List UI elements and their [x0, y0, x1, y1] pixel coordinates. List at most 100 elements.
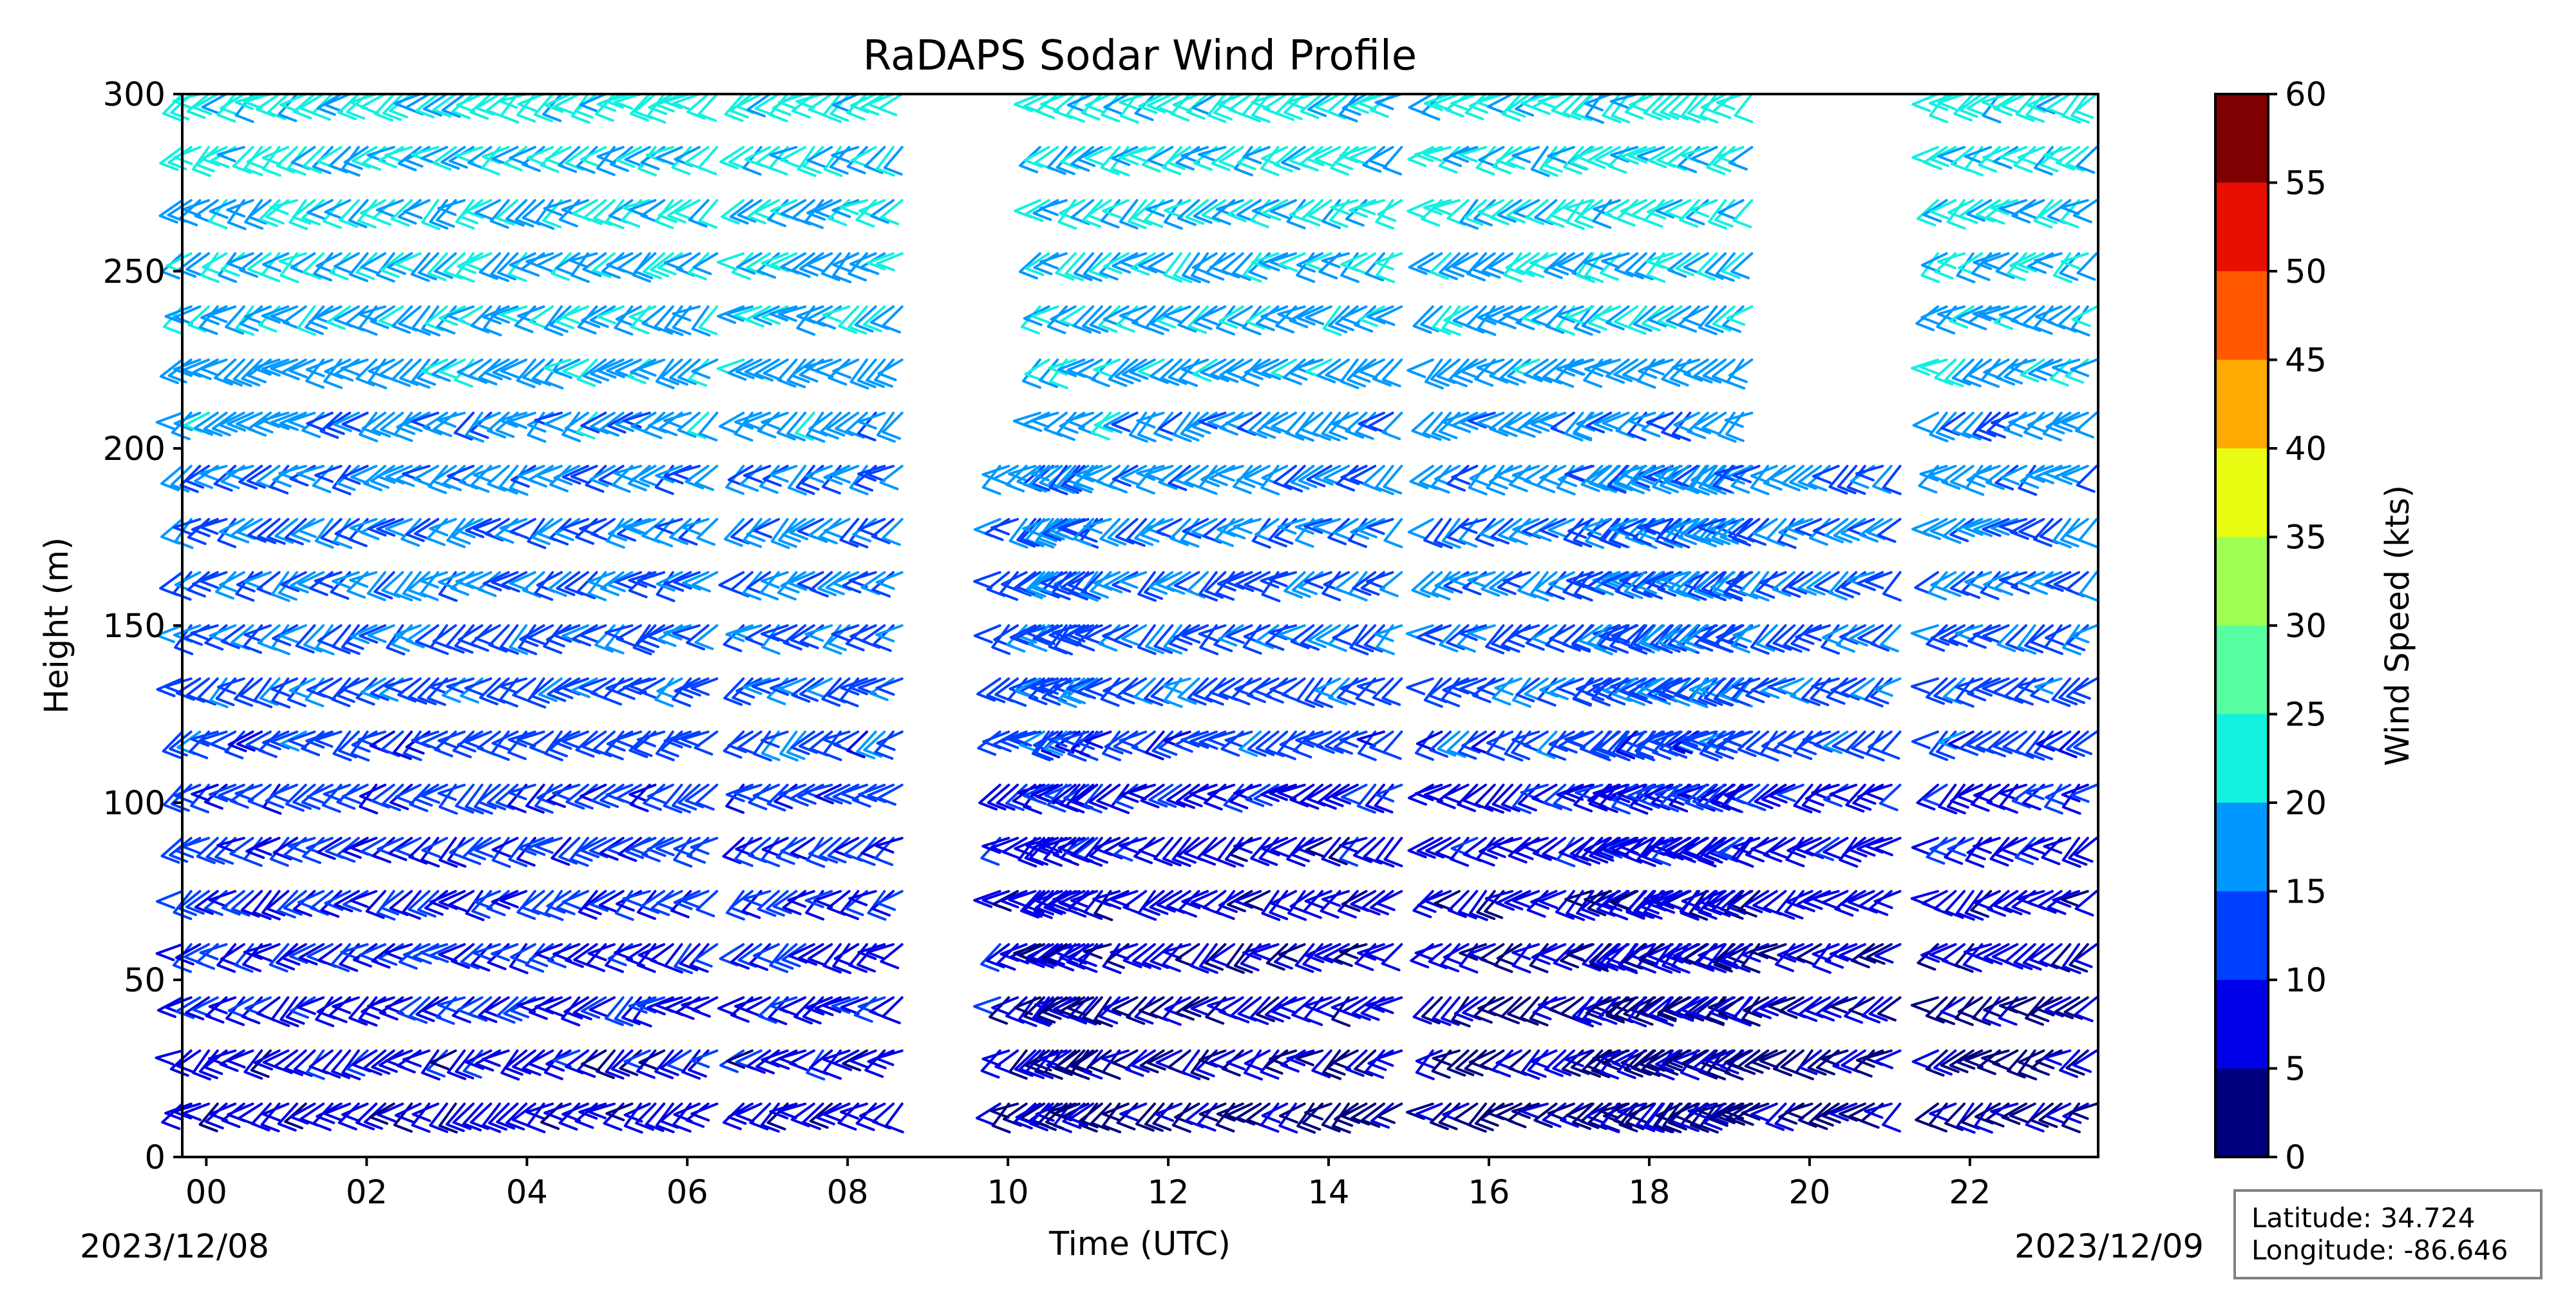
wind-barb: [393, 412, 413, 443]
wind-barb: [1950, 146, 1975, 172]
wind-barb: [1678, 518, 1701, 546]
wind-barb: [1014, 93, 1041, 112]
wind-barb: [1560, 996, 1584, 1022]
wind-barb: [791, 252, 815, 278]
wind-barb: [1539, 518, 1567, 539]
wind-barb: [734, 783, 762, 801]
wind-barb: [1377, 199, 1403, 222]
wind-barb: [498, 93, 527, 109]
wind-barb: [2018, 518, 2045, 540]
wind-barb: [755, 146, 781, 171]
wind-barb: [1736, 1049, 1761, 1075]
wind-barb: [1811, 677, 1840, 694]
wind-barb: [1374, 252, 1403, 271]
wind-barb: [1765, 624, 1787, 653]
wind-barb: [1188, 305, 1209, 334]
wind-barb: [1173, 624, 1200, 646]
wind-barb: [1255, 731, 1280, 756]
wind-barb: [1910, 996, 1939, 1013]
wind-barb: [1857, 943, 1884, 964]
wind-barb: [1953, 93, 1975, 122]
wind-barb: [1973, 518, 2001, 537]
wind-barb: [849, 677, 877, 696]
wind-barb: [1270, 890, 1297, 912]
wind-barb: [398, 305, 422, 332]
wind-barb: [611, 1049, 634, 1077]
wind-barb: [1645, 358, 1674, 376]
wind-barb: [1769, 837, 1796, 859]
wind-barb: [1008, 890, 1037, 908]
wind-barb: [766, 783, 789, 812]
wind-barb: [1020, 890, 1041, 919]
wind-barb: [980, 943, 1001, 972]
wind-barb: [832, 783, 860, 805]
wind-barb: [580, 146, 607, 167]
wind-barb: [1070, 146, 1095, 172]
wind-barb: [1153, 624, 1174, 655]
wind-barb: [1593, 305, 1621, 325]
wind-barb: [339, 943, 360, 972]
x-tick-label: 22: [1949, 1174, 1991, 1212]
wind-barb: [283, 1049, 307, 1076]
wind-barbs-layer: [155, 93, 2098, 1134]
wind-barb: [1136, 464, 1165, 481]
wind-barb: [737, 731, 762, 756]
wind-barb: [985, 943, 1010, 969]
wind-barb: [1166, 146, 1191, 170]
wind-barb: [1707, 571, 1727, 602]
wind-barb: [1586, 412, 1613, 434]
wind-barb: [592, 252, 616, 278]
wind-barb: [696, 890, 719, 917]
wind-barb: [415, 93, 440, 119]
wind-barb: [203, 412, 228, 437]
wind-barb: [1437, 731, 1461, 757]
wind-barb: [1496, 146, 1522, 169]
wind-barb: [1442, 677, 1470, 698]
wind-barb: [1450, 677, 1479, 694]
wind-barb: [1833, 518, 1858, 544]
wind-barb: [1815, 996, 1840, 1022]
y-tick-label: 250: [103, 253, 166, 291]
wind-barb: [1108, 358, 1130, 387]
wind-barb: [1964, 146, 1984, 177]
wind-barb: [533, 93, 554, 122]
wind-barb: [685, 783, 710, 808]
wind-barb: [562, 358, 589, 379]
wind-barb: [384, 996, 413, 1015]
wind-barb: [1699, 731, 1727, 750]
wind-barb: [1475, 837, 1496, 867]
wind-barb: [876, 412, 896, 443]
wind-barb: [981, 837, 1010, 854]
wind-barb: [1936, 305, 1957, 335]
wind-barb: [569, 837, 589, 867]
wind-barb: [1226, 1049, 1253, 1071]
wind-barb: [2000, 464, 2027, 486]
wind-barb: [1414, 943, 1443, 961]
wind-barb: [681, 731, 710, 747]
wind-barb: [1198, 146, 1227, 162]
wind-barb: [1412, 305, 1434, 334]
wind-barb: [323, 93, 352, 113]
wind-barb: [2052, 518, 2072, 549]
wind-barb: [1595, 571, 1620, 596]
wind-barb: [292, 93, 316, 120]
wind-barb: [1225, 943, 1245, 974]
wind-barb: [1173, 252, 1193, 283]
wind-barb: [1312, 412, 1332, 441]
wind-barb: [343, 146, 369, 170]
wind-barb: [478, 358, 501, 386]
wind-barb: [1273, 464, 1297, 490]
wind-barb: [1707, 943, 1727, 973]
wind-barb: [1571, 624, 1595, 651]
wind-barb: [749, 1102, 772, 1131]
wind-barb: [840, 677, 868, 696]
wind-barb: [1479, 943, 1505, 967]
wind-barb: [1972, 305, 2001, 321]
wind-barb: [177, 890, 202, 916]
wind-barb: [497, 252, 519, 281]
wind-barb: [368, 1102, 395, 1125]
wind-barb: [1772, 731, 1796, 758]
wind-barb: [671, 783, 692, 814]
wind-barb: [654, 518, 674, 548]
wind-barb: [1249, 996, 1271, 1026]
